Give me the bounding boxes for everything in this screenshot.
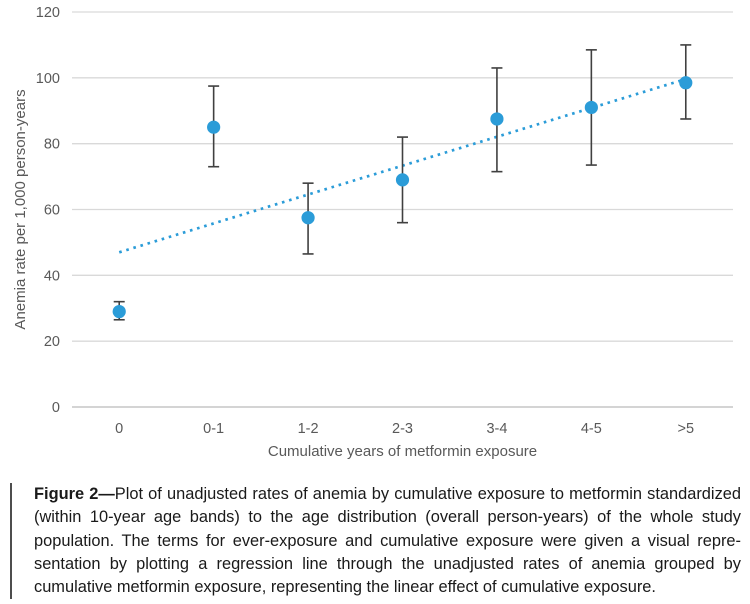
caption-line: sentation by plotting a regression line … [34,554,741,573]
caption-line: Figure 2—Plot of unadjusted rates of ane… [34,483,741,506]
x-tick-label: 0 [115,421,123,437]
y-axis-title: Anemia rate per 1,000 person-years [12,89,29,329]
data-point [301,211,315,225]
y-tick-label: 100 [36,71,60,87]
x-axis-title: Cumulative years of metformin exposure [268,443,537,460]
caption-line: cumulative metformin exposure, represent… [34,578,656,597]
caption-line: population. The terms for ever-exposure … [34,531,741,550]
y-tick-label: 120 [36,5,60,21]
caption-line: (within 10-year age bands) to the age di… [34,508,741,527]
data-point [679,76,693,90]
regression-trendline [118,76,691,254]
data-point [207,120,221,134]
y-tick-label: 40 [44,268,60,284]
caption-text: Plot of unadjusted rates of anemia by cu… [114,485,741,503]
y-tick-label: 20 [44,334,60,350]
y-tick-label: 0 [52,400,60,416]
chart-canvas: 0 20 40 60 80 100 120 0 0-1 1-2 2-3 3-4 4-5 >5 Cumulat… [12,5,733,460]
x-tick-label: 3-4 [486,421,507,437]
data-point [584,100,598,115]
figure-caption: Figure 2—Plot of unadjusted rates of ane… [10,483,741,600]
y-tick-label: 60 [44,203,60,219]
anemia-rate-chart: 0 20 40 60 80 100 120 0 0-1 1-2 2-3 3-4 4-5 >5 Cumulat… [12,5,733,460]
data-point [490,112,504,126]
x-tick-label: >5 [678,421,695,437]
x-tick-label: 4-5 [581,421,602,437]
caption-figure-label: Figure 2— [34,485,115,503]
data-point [395,173,410,187]
y-tick-label: 80 [44,137,60,153]
x-tick-label: 1-2 [298,421,319,437]
data-point [112,304,126,319]
x-tick-label: 0-1 [203,421,224,437]
x-tick-label: 2-3 [392,421,413,437]
